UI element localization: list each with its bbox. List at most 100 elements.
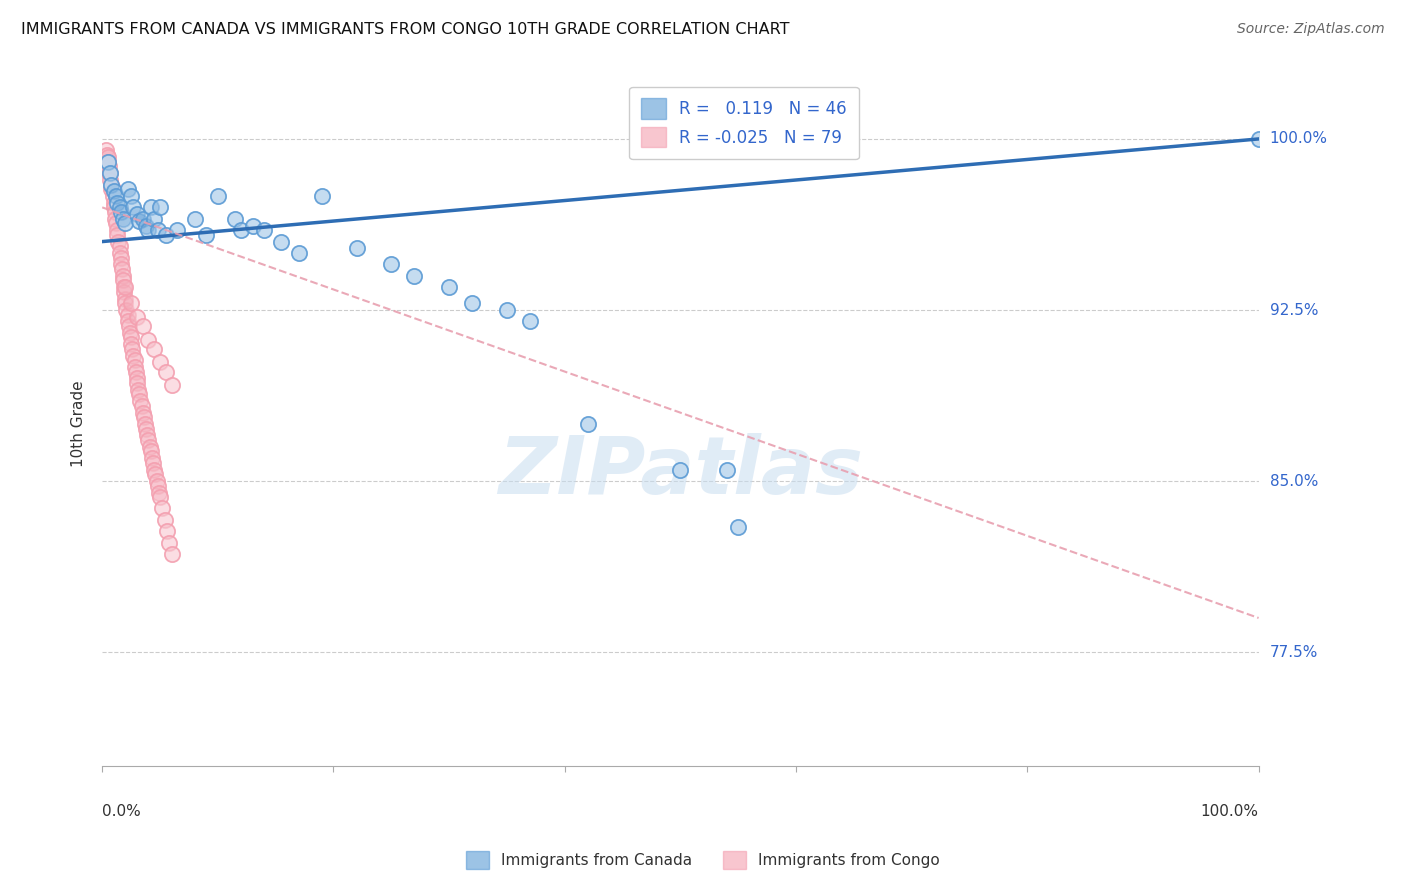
Point: [97, 154, 120, 169]
Point: [131, 406, 153, 420]
Point: [496, 303, 519, 318]
Point: [148, 485, 170, 500]
Point: [98, 159, 121, 173]
Point: [270, 235, 292, 249]
Point: [98, 166, 121, 180]
Point: [135, 219, 157, 233]
Point: [149, 490, 172, 504]
Point: [136, 428, 159, 442]
Point: [138, 223, 160, 237]
Point: [105, 189, 128, 203]
Point: [669, 463, 692, 477]
Point: [117, 308, 139, 322]
Point: [1247, 132, 1270, 146]
Point: [288, 246, 311, 260]
Point: [120, 330, 142, 344]
Point: [195, 227, 218, 242]
Point: [143, 463, 166, 477]
Point: [149, 355, 172, 369]
Point: [108, 239, 131, 253]
Point: [135, 219, 157, 233]
Point: [100, 182, 122, 196]
Point: [139, 444, 162, 458]
Point: [270, 235, 292, 249]
Point: [138, 333, 160, 347]
Text: 92.5%: 92.5%: [1270, 302, 1319, 318]
Point: [112, 280, 135, 294]
Point: [104, 205, 127, 219]
Point: [115, 303, 138, 318]
Point: [125, 207, 148, 221]
Point: [105, 216, 128, 230]
Point: [143, 342, 166, 356]
Point: [118, 318, 141, 333]
Point: [112, 285, 135, 299]
Legend: R =   0.119   N = 46, R = -0.025   N = 79: R = 0.119 N = 46, R = -0.025 N = 79: [630, 87, 859, 159]
Point: [98, 166, 121, 180]
Point: [108, 239, 131, 253]
Point: [131, 211, 153, 226]
Point: [143, 211, 166, 226]
Point: [166, 223, 188, 237]
Point: [110, 257, 132, 271]
Point: [110, 251, 132, 265]
Point: [149, 490, 172, 504]
Point: [160, 378, 183, 392]
Point: [141, 451, 163, 466]
Point: [112, 268, 135, 283]
Point: [128, 387, 150, 401]
Point: [108, 200, 131, 214]
Point: [114, 292, 136, 306]
Point: [138, 223, 160, 237]
Point: [98, 166, 121, 180]
Point: [110, 257, 132, 271]
Point: [114, 296, 136, 310]
Point: [139, 200, 162, 214]
Point: [112, 211, 135, 226]
Point: [121, 342, 143, 356]
Point: [110, 205, 132, 219]
Point: [121, 342, 143, 356]
Point: [157, 535, 180, 549]
Point: [146, 223, 169, 237]
Point: [124, 353, 146, 368]
Point: [114, 296, 136, 310]
Point: [98, 159, 121, 173]
Point: [155, 365, 177, 379]
Point: [131, 399, 153, 413]
Point: [716, 463, 738, 477]
Point: [100, 182, 122, 196]
Point: [122, 349, 145, 363]
Point: [120, 189, 142, 203]
Text: Source: ZipAtlas.com: Source: ZipAtlas.com: [1237, 22, 1385, 37]
Point: [122, 200, 145, 214]
Point: [145, 474, 167, 488]
Point: [155, 227, 177, 242]
Point: [461, 296, 484, 310]
Point: [404, 268, 426, 283]
Point: [155, 227, 177, 242]
Point: [149, 200, 172, 214]
Text: 100.0%: 100.0%: [1270, 131, 1327, 146]
Point: [117, 182, 139, 196]
Point: [101, 189, 124, 203]
Point: [160, 378, 183, 392]
Point: [139, 444, 162, 458]
Point: [105, 223, 128, 237]
Point: [111, 262, 134, 277]
Point: [101, 182, 124, 196]
Point: [105, 216, 128, 230]
Point: [104, 211, 127, 226]
Point: [105, 227, 128, 242]
Point: [132, 410, 155, 425]
Point: [94, 144, 117, 158]
Point: [120, 337, 142, 351]
Text: 0.0%: 0.0%: [103, 804, 141, 819]
Point: [131, 406, 153, 420]
Point: [143, 463, 166, 477]
Point: [160, 547, 183, 561]
Point: [125, 371, 148, 385]
Point: [104, 205, 127, 219]
Legend: Immigrants from Canada, Immigrants from Congo: Immigrants from Canada, Immigrants from …: [460, 845, 946, 875]
Point: [103, 200, 125, 214]
